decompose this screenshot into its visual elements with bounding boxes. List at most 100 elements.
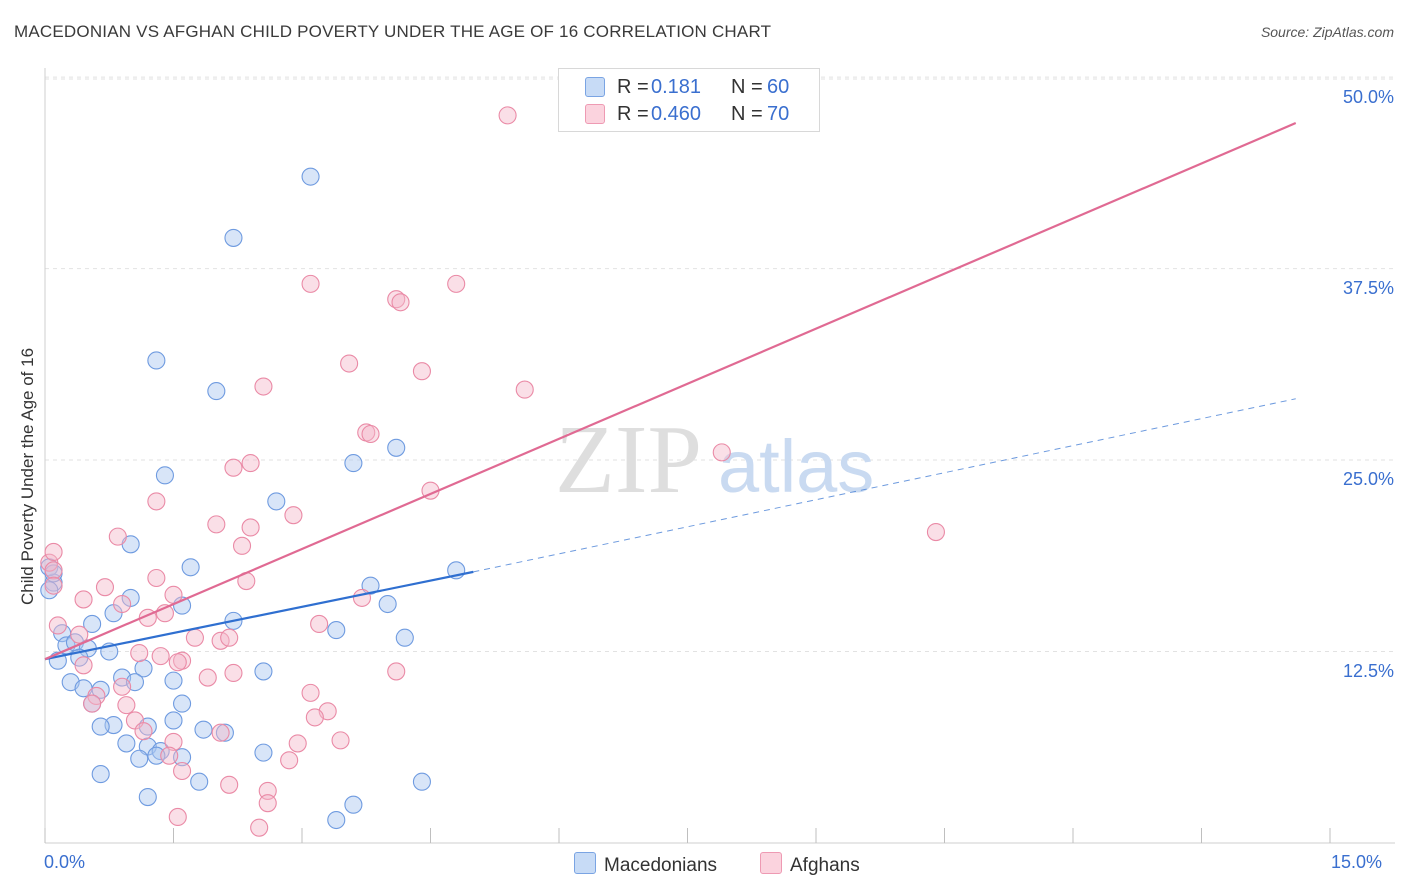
data-point	[250, 818, 269, 837]
data-point	[207, 382, 226, 401]
data-point	[352, 588, 372, 607]
data-point	[267, 492, 286, 511]
data-point	[301, 683, 320, 702]
legend-label: Macedonians	[604, 855, 718, 876]
data-point	[232, 536, 252, 555]
data-point	[344, 795, 363, 814]
grid-lines	[45, 76, 1395, 653]
data-point	[164, 732, 183, 751]
data-point	[288, 734, 307, 753]
data-point	[331, 731, 350, 750]
data-point	[344, 454, 363, 473]
data-point	[412, 362, 431, 381]
data-point	[147, 568, 166, 588]
data-point	[198, 668, 217, 687]
data-point	[44, 542, 63, 562]
r-value: 0.460	[651, 103, 702, 125]
data-point	[387, 438, 406, 457]
legend-row-macedonians: R = 0.181 N = 60	[559, 74, 819, 100]
data-point	[168, 807, 187, 827]
trend-line-macedonians	[44, 570, 474, 661]
y-tick-label: 25.0%	[1342, 469, 1394, 489]
data-point	[207, 515, 226, 534]
y-tick-label: 12.5%	[1342, 661, 1394, 681]
data-point	[361, 576, 380, 595]
data-point	[258, 781, 277, 800]
legend-item-macedonians[interactable]: Macedonians	[574, 852, 717, 877]
data-point	[327, 621, 346, 640]
data-point	[215, 723, 234, 742]
data-point	[284, 506, 303, 525]
data-point	[147, 492, 166, 511]
r-value: 0.181	[651, 76, 702, 98]
data-point	[241, 518, 260, 537]
data-point	[254, 743, 273, 762]
data-point	[168, 653, 187, 672]
r-label: R =	[617, 76, 649, 98]
data-point	[258, 794, 277, 813]
data-point	[185, 628, 204, 647]
data-point	[254, 377, 273, 396]
trend-extension-macedonians	[473, 398, 1296, 573]
data-point	[211, 723, 230, 742]
n-value: 70	[767, 103, 790, 125]
data-point	[712, 443, 731, 462]
data-point	[224, 228, 243, 247]
data-point	[130, 749, 149, 768]
data-point	[391, 293, 410, 312]
legend-label: Afghans	[790, 855, 860, 876]
data-point	[74, 590, 93, 609]
data-point	[301, 167, 320, 186]
data-point	[155, 466, 174, 485]
legend-swatch	[585, 77, 605, 97]
data-point	[387, 662, 406, 681]
data-point	[173, 694, 192, 713]
data-point	[280, 751, 299, 770]
data-point	[361, 424, 380, 444]
x-tick-label: 0.0%	[44, 852, 86, 872]
data-point	[327, 810, 346, 830]
data-point	[254, 662, 273, 681]
data-point	[138, 787, 157, 807]
data-point	[190, 772, 209, 791]
data-point	[44, 561, 63, 580]
correlation-legend: R = 0.181 N = 60 R = 0.460 N = 70	[558, 68, 820, 132]
data-point	[378, 594, 397, 614]
chart-title: MACEDONIAN VS AFGHAN CHILD POVERTY UNDER…	[14, 22, 772, 41]
legend-item-afghans[interactable]: Afghans	[760, 852, 860, 877]
data-point	[117, 696, 136, 715]
data-point	[310, 614, 329, 633]
data-point	[412, 772, 431, 791]
n-label: N =	[731, 76, 763, 98]
y-tick-label: 37.5%	[1342, 278, 1394, 298]
data-point	[194, 720, 213, 739]
data-point	[130, 644, 149, 663]
data-point	[70, 625, 89, 644]
axes	[44, 68, 1395, 844]
watermark: ZIP atlas	[555, 406, 874, 514]
data-point	[91, 765, 110, 784]
data-point	[220, 628, 239, 647]
data-point	[926, 522, 945, 542]
data-point	[147, 351, 166, 370]
data-point	[147, 746, 166, 765]
legend-swatch	[585, 104, 605, 124]
data-point	[173, 761, 192, 781]
r-label: R =	[617, 103, 649, 125]
data-point	[113, 594, 132, 614]
series-afghans	[40, 106, 945, 837]
data-point	[220, 775, 239, 794]
n-label: N =	[731, 103, 763, 125]
trend-line-afghans	[44, 122, 1297, 661]
data-point	[515, 380, 534, 399]
legend-swatch	[574, 852, 596, 874]
data-point	[305, 708, 324, 727]
data-point	[447, 274, 466, 293]
data-point	[160, 746, 179, 765]
y-axis-label: Child Poverty Under the Age of 16	[18, 347, 37, 605]
n-value: 60	[767, 76, 790, 98]
data-point	[91, 717, 110, 736]
data-point	[95, 578, 115, 597]
data-point	[108, 527, 127, 546]
